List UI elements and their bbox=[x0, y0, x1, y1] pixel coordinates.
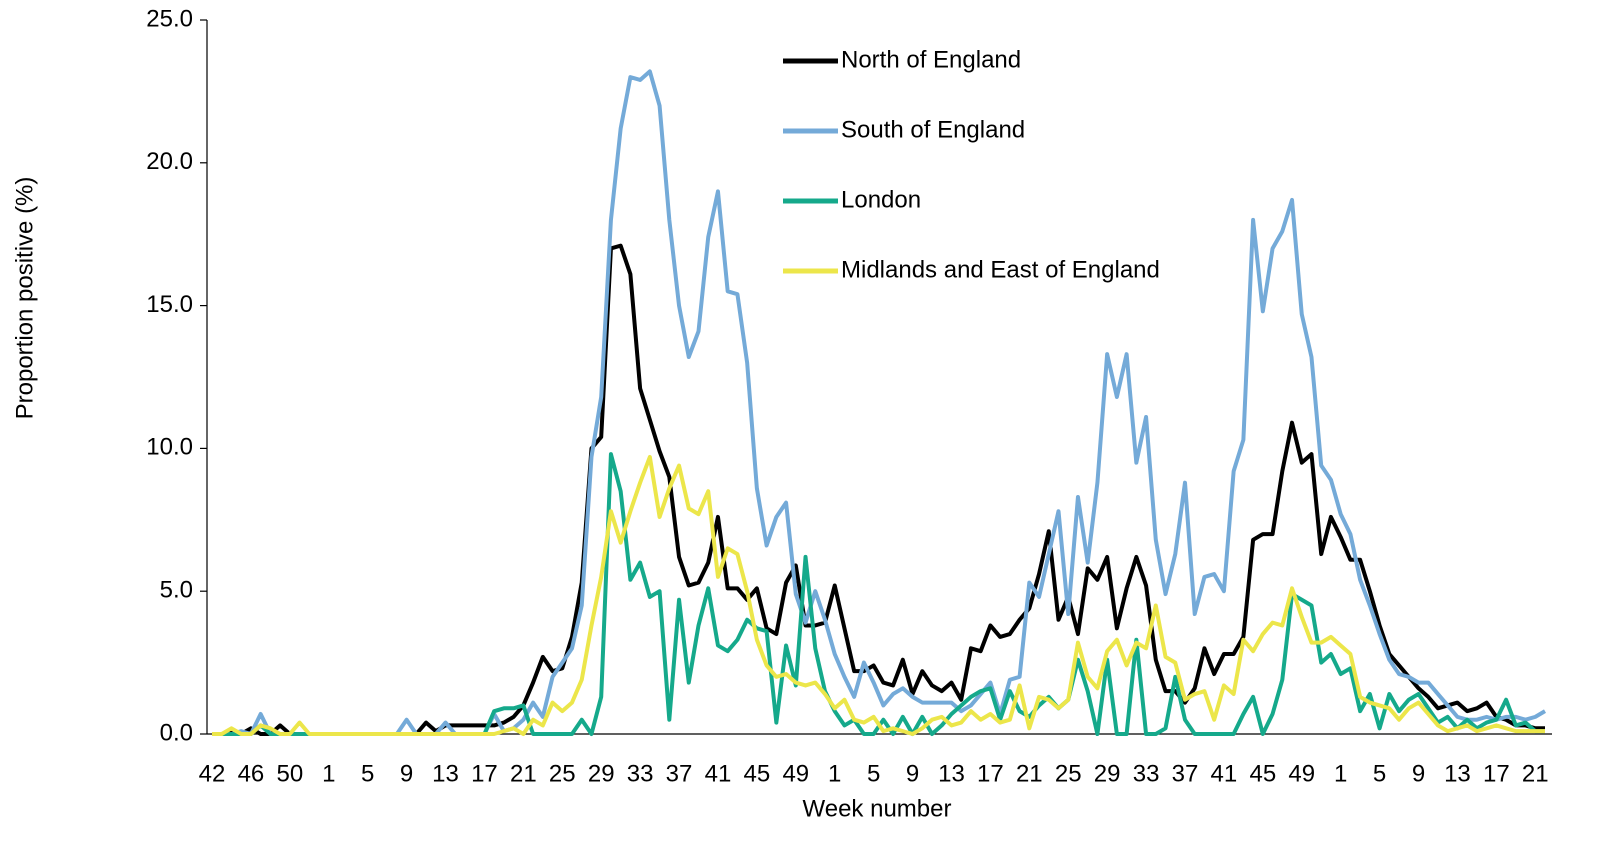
x-tick-label: 45 bbox=[1249, 760, 1276, 787]
legend-label: North of England bbox=[841, 46, 1021, 73]
x-tick-label: 13 bbox=[1444, 760, 1471, 787]
x-tick-label: 5 bbox=[361, 760, 374, 787]
y-tick-label: 20.0 bbox=[146, 148, 193, 175]
series-line bbox=[212, 243, 1545, 736]
x-tick-label: 21 bbox=[510, 760, 537, 787]
y-tick-label: 0.0 bbox=[160, 719, 193, 746]
legend-label: South of England bbox=[841, 116, 1025, 143]
y-tick-label: 10.0 bbox=[146, 434, 193, 461]
x-tick-label: 1 bbox=[828, 760, 841, 787]
x-tick-label: 13 bbox=[432, 760, 459, 787]
x-tick-label: 29 bbox=[588, 760, 615, 787]
series-line bbox=[212, 454, 1545, 736]
x-tick-label: 42 bbox=[199, 760, 226, 787]
x-tick-label: 33 bbox=[627, 760, 654, 787]
x-tick-label: 25 bbox=[1055, 760, 1082, 787]
y-tick-label: 15.0 bbox=[146, 291, 193, 318]
x-tick-label: 46 bbox=[238, 760, 265, 787]
x-tick-label: 1 bbox=[322, 760, 335, 787]
y-tick-label: 5.0 bbox=[160, 577, 193, 604]
x-tick-label: 5 bbox=[1373, 760, 1386, 787]
x-tick-label: 49 bbox=[1288, 760, 1315, 787]
x-tick-label: 5 bbox=[867, 760, 880, 787]
x-tick-label: 25 bbox=[549, 760, 576, 787]
x-tick-label: 37 bbox=[666, 760, 693, 787]
x-tick-label: 45 bbox=[744, 760, 771, 787]
x-tick-label: 9 bbox=[1412, 760, 1425, 787]
x-tick-label: 37 bbox=[1172, 760, 1199, 787]
x-tick-label: 41 bbox=[705, 760, 732, 787]
x-tick-label: 1 bbox=[1334, 760, 1347, 787]
x-tick-label: 17 bbox=[471, 760, 498, 787]
x-tick-label: 29 bbox=[1094, 760, 1121, 787]
legend-label: Midlands and East of England bbox=[841, 256, 1160, 283]
x-tick-label: 21 bbox=[1016, 760, 1043, 787]
y-axis-title: Proportion positive (%) bbox=[11, 177, 38, 420]
legend-label: London bbox=[841, 186, 921, 213]
x-tick-label: 9 bbox=[400, 760, 413, 787]
x-tick-label: 13 bbox=[938, 760, 965, 787]
x-tick-label: 41 bbox=[1211, 760, 1238, 787]
x-axis-title: Week number bbox=[803, 795, 952, 822]
x-tick-label: 50 bbox=[276, 760, 303, 787]
x-tick-label: 49 bbox=[782, 760, 809, 787]
x-tick-label: 9 bbox=[906, 760, 919, 787]
x-tick-label: 17 bbox=[1483, 760, 1510, 787]
y-tick-label: 25.0 bbox=[146, 5, 193, 32]
x-tick-label: 21 bbox=[1522, 760, 1549, 787]
x-tick-label: 33 bbox=[1133, 760, 1160, 787]
x-tick-label: 17 bbox=[977, 760, 1004, 787]
series-line bbox=[212, 69, 1547, 736]
